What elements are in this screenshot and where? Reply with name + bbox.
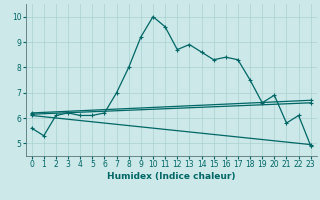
X-axis label: Humidex (Indice chaleur): Humidex (Indice chaleur)	[107, 172, 236, 181]
